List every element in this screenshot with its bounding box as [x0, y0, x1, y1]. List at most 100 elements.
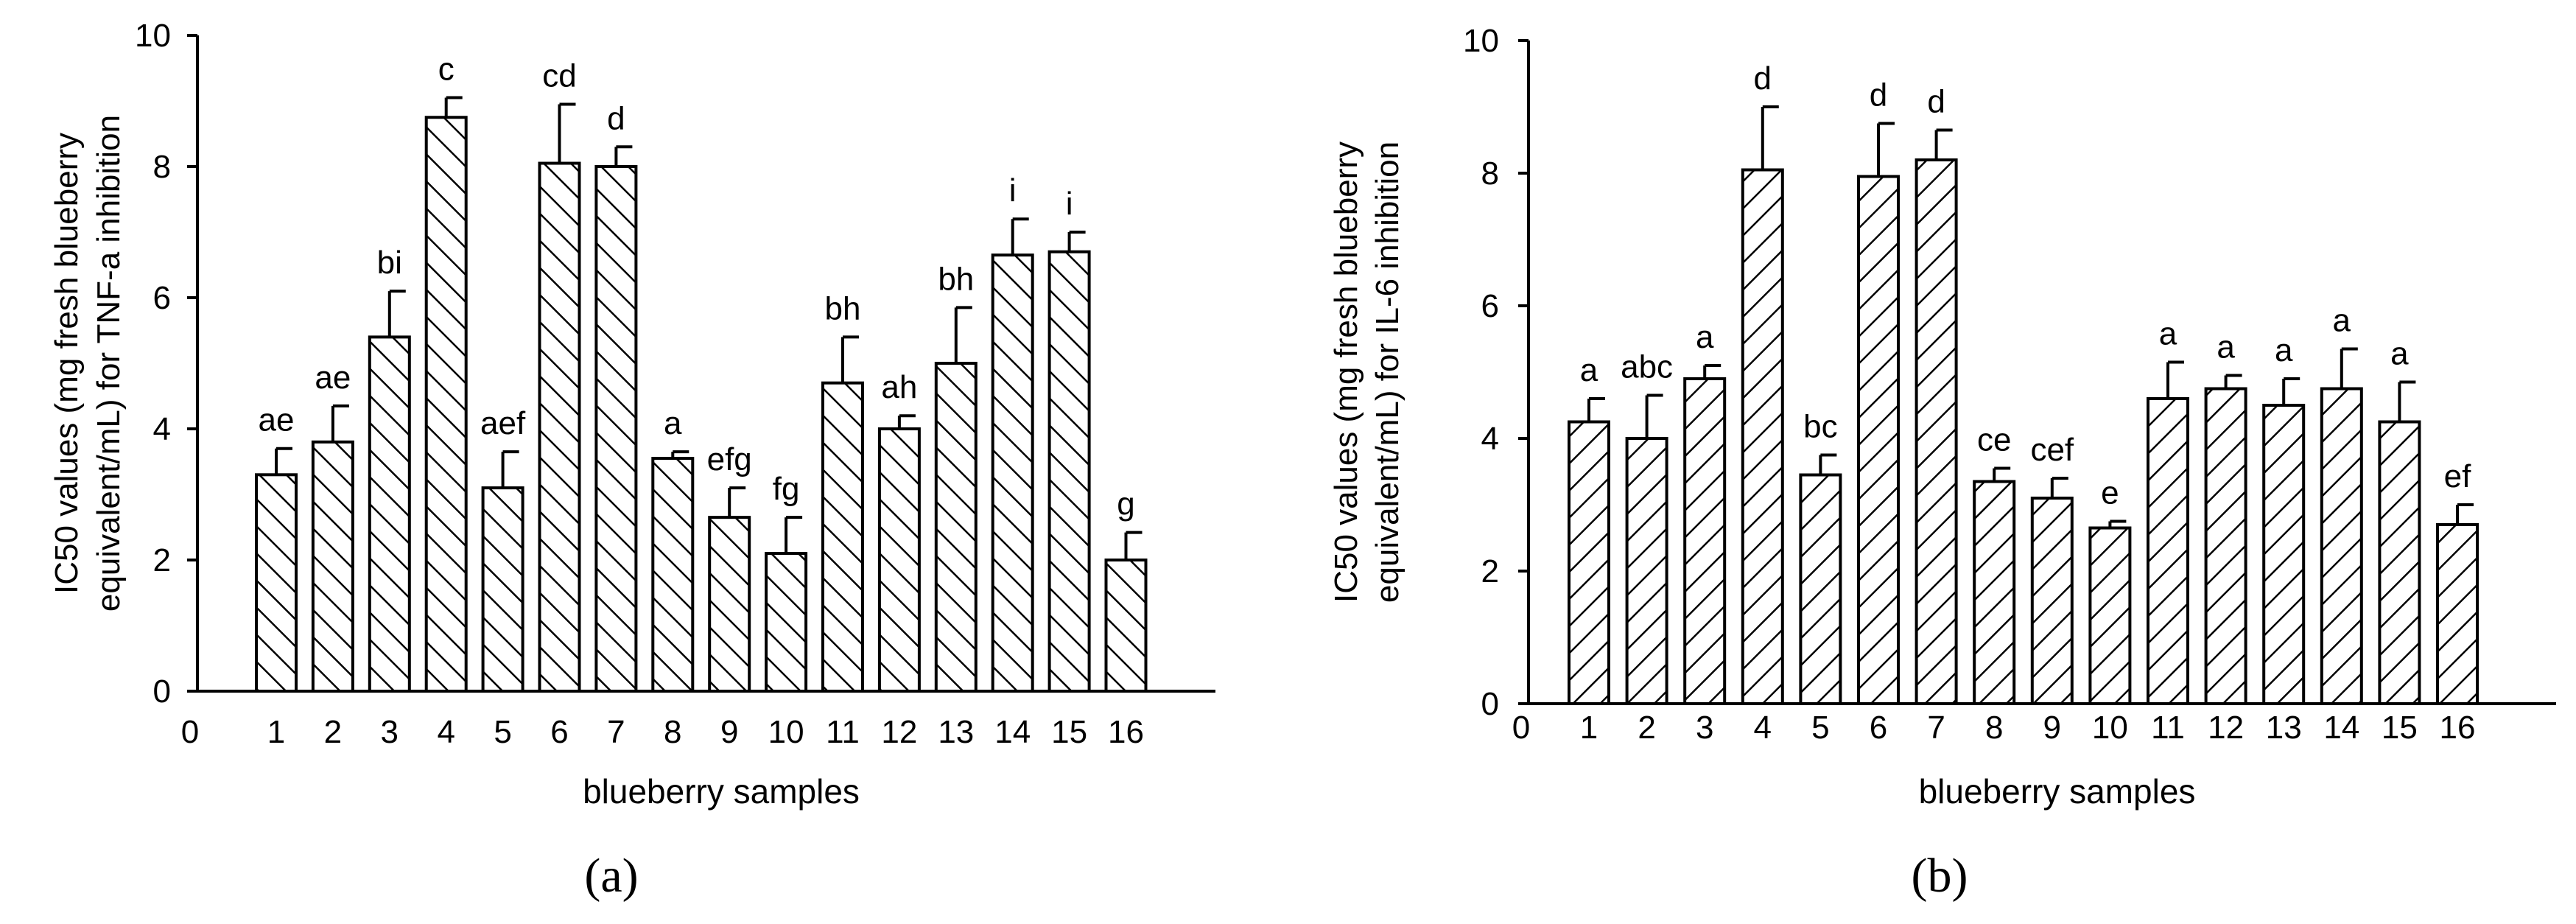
significance-label: d	[1870, 77, 1887, 113]
x-tick-label: 14	[2323, 710, 2359, 746]
x-tick-label: 3	[1696, 710, 1713, 746]
bar	[765, 552, 808, 693]
significance-label: i	[1009, 172, 1017, 209]
x-tick-label: 2	[1638, 710, 1655, 746]
x-tick-label: 14	[994, 714, 1031, 750]
bar	[877, 427, 921, 693]
x-tick-label: 7	[1927, 710, 1945, 746]
significance-label: a	[2275, 332, 2293, 368]
significance-label: ah	[881, 369, 917, 405]
significance-label: bh	[938, 261, 974, 297]
x-tick-label: 5	[494, 714, 511, 750]
bar	[2088, 526, 2132, 705]
x-tick-label: 1	[1580, 710, 1598, 746]
bar	[1915, 158, 1958, 705]
bar	[2378, 420, 2421, 705]
bar	[1857, 175, 1900, 705]
significance-label: cef	[2030, 432, 2074, 468]
significance-label: efg	[707, 441, 752, 477]
bar	[1683, 377, 1727, 705]
significance-label: g	[1117, 486, 1134, 522]
y-tick-label: 2	[1481, 553, 1499, 589]
bar	[2030, 497, 2074, 705]
x-tick-label: 10	[2092, 710, 2128, 746]
x-tick-label: 10	[768, 714, 804, 750]
bar	[368, 335, 411, 693]
x-tick-label: 8	[664, 714, 681, 750]
bar	[991, 253, 1034, 693]
bar	[1104, 559, 1148, 693]
bar	[651, 457, 695, 693]
x-tick-label: 1	[267, 714, 285, 750]
bar	[1047, 250, 1091, 693]
x-tick-label: 16	[1108, 714, 1144, 750]
bar	[1625, 437, 1668, 705]
significance-label: e	[2101, 475, 2119, 511]
panel-label-b: (b)	[1912, 849, 1968, 903]
x-tick-label: 4	[1754, 710, 1772, 746]
x-tick-label: 9	[720, 714, 738, 750]
x-tick-label: 13	[2266, 710, 2302, 746]
y-tick-label: 8	[1481, 155, 1499, 192]
bar	[594, 165, 638, 693]
significance-label: ae	[259, 402, 295, 438]
y-axis-title-line: IC50 values (mg fresh blueberry	[49, 133, 85, 594]
significance-label: bi	[377, 245, 402, 281]
significance-label: ef	[2444, 458, 2471, 494]
y-tick-label: 10	[135, 18, 171, 54]
x-tick-label: 15	[1051, 714, 1087, 750]
significance-label: a	[1696, 319, 1714, 355]
x-tick-label: 2	[324, 714, 342, 750]
bar	[2204, 387, 2247, 705]
bar	[481, 486, 524, 693]
x-tick-label: 7	[607, 714, 625, 750]
significance-label: bh	[825, 290, 861, 326]
x-tick-label-zero: 0	[181, 714, 199, 750]
significance-label: a	[2390, 336, 2409, 372]
y-axis-title-line: equivalent/mL) for IL-6 inhibition	[1369, 141, 1405, 603]
x-tick-label: 13	[938, 714, 974, 750]
significance-label: d	[607, 100, 625, 136]
panel-label-a: (a)	[584, 849, 638, 903]
x-tick-label: 12	[881, 714, 917, 750]
bar	[1973, 480, 2016, 705]
y-tick-label: 10	[1463, 23, 1499, 59]
x-tick-label: 3	[381, 714, 399, 750]
bar	[1568, 420, 1610, 705]
significance-label: a	[2217, 329, 2235, 365]
y-tick-label: 8	[153, 149, 171, 185]
y-tick-label: 6	[153, 280, 171, 316]
chart-panel-b: 0 2 4 6 8 10 0 a 1 abc 2 a 3 d 4 bc 5 d 6 d 7 ce 8 cef 9 e 10 a 11 a 1…	[1328, 23, 2556, 811]
bar	[424, 116, 468, 693]
x-tick-label: 12	[2208, 710, 2244, 746]
bar	[708, 516, 751, 693]
x-tick-label: 15	[2382, 710, 2418, 746]
significance-label: aef	[480, 405, 526, 441]
x-tick-label: 6	[550, 714, 568, 750]
significance-label: bc	[1803, 409, 1837, 445]
y-tick-label: 0	[1481, 686, 1499, 722]
bar	[2320, 387, 2363, 705]
x-tick-label: 9	[2043, 710, 2061, 746]
x-tick-label: 11	[2151, 710, 2185, 746]
significance-label: i	[1066, 186, 1073, 222]
y-axis-title-line: equivalent/mL) for TNF-a inhibition	[91, 115, 127, 612]
x-tick-label: 4	[437, 714, 455, 750]
bar	[311, 440, 354, 693]
bar	[934, 362, 978, 693]
x-tick-label: 16	[2440, 710, 2476, 746]
y-tick-label: 6	[1481, 288, 1499, 324]
x-tick-label: 11	[826, 714, 860, 750]
significance-label: a	[2333, 303, 2351, 339]
x-axis-title: blueberry samples	[583, 772, 860, 811]
x-axis-title: blueberry samples	[1919, 772, 2196, 811]
significance-label: a	[664, 405, 682, 441]
significance-label: d	[1754, 60, 1772, 97]
significance-label: d	[1927, 84, 1945, 120]
chart-panel-a: 0 2 4 6 8 10 0 ae 1 ae 2 bi 3 c 4 aef 5 cd 6 d 7 a 8 efg 9 fg 10 bh…	[49, 18, 1215, 811]
bar	[2147, 397, 2189, 705]
x-tick-label: 5	[1811, 710, 1829, 746]
significance-label: ae	[315, 360, 351, 396]
significance-label: a	[2159, 316, 2177, 352]
